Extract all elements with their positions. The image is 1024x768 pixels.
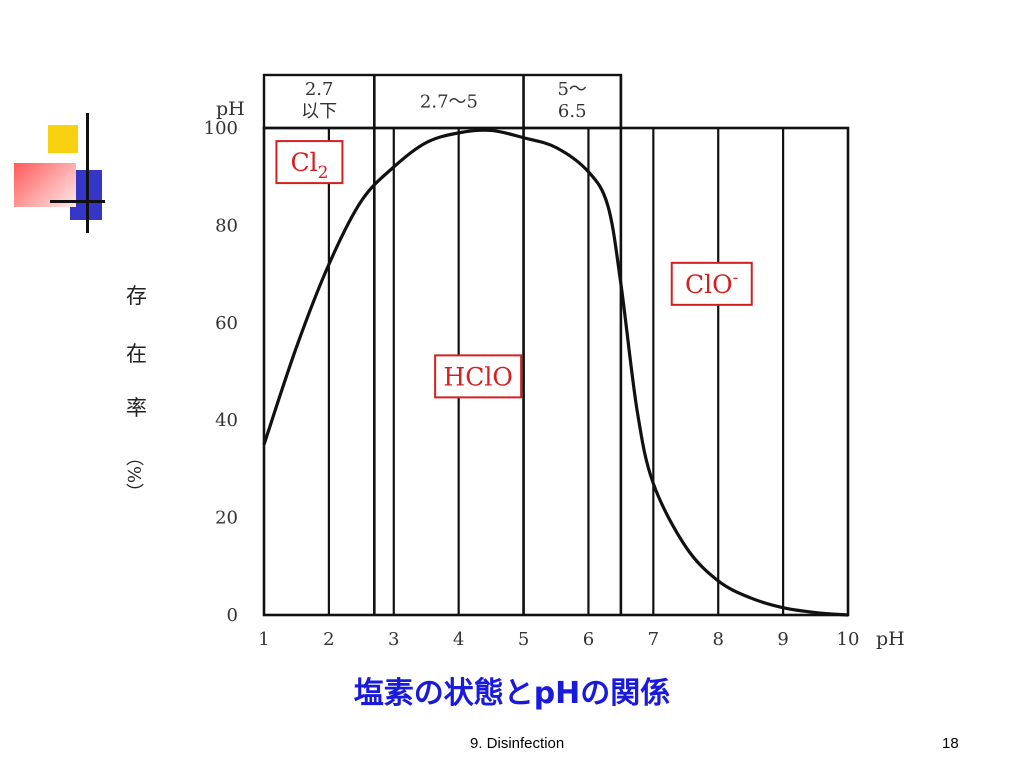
hclo-curve xyxy=(262,128,849,617)
x-tick-label: 6 xyxy=(583,629,594,650)
species-label-box xyxy=(275,140,344,185)
ph-range-header: 2.7以下 2.7～5 5～6.5 pH xyxy=(216,73,623,130)
y-axis-label-char: 率 xyxy=(126,396,147,420)
ph-range-label: 6.5 xyxy=(558,101,587,122)
species-label-text: ClO- xyxy=(685,268,738,299)
series-line xyxy=(262,128,849,617)
ph-range-label: 2.7 xyxy=(305,79,334,100)
axis-ticks: 0 20 40 60 80 100 1 2 3 4 5 6 7 8 9 10 pH xyxy=(204,118,905,650)
x-tick-label: 9 xyxy=(777,629,788,650)
species-labels: Cl2 HClO ClO- xyxy=(275,140,753,399)
species-label: ClO- xyxy=(670,261,753,306)
species-label-text: Cl2 xyxy=(290,148,328,183)
y-axis-label-char: 存 xyxy=(126,284,147,308)
plot-border xyxy=(262,126,850,617)
vertical-line xyxy=(86,113,89,233)
y-tick-label: 80 xyxy=(215,215,238,236)
y-tick-label: 100 xyxy=(204,118,238,139)
species-label-box xyxy=(434,354,523,399)
x-axis-unit: pH xyxy=(876,628,905,650)
ph-range-label: 以下 xyxy=(301,101,337,122)
y-tick-label: 20 xyxy=(215,508,238,529)
y-axis-label-char: 在 xyxy=(126,342,147,366)
species-label: Cl2 xyxy=(275,140,344,185)
header-row-label: pH xyxy=(216,98,245,120)
y-tick-label: 60 xyxy=(215,313,238,334)
y-axis-label-unit: （%） xyxy=(123,448,144,502)
species-label-box xyxy=(670,261,753,306)
x-tick-label: 5 xyxy=(518,629,529,650)
x-tick-label: 2 xyxy=(323,629,334,650)
corner-decoration xyxy=(0,105,110,235)
ph-range-label: 5～ xyxy=(557,79,586,100)
x-tick-label: 10 xyxy=(837,629,860,650)
chart: 2.7以下 2.7～5 5～6.5 pH 0 20 40 60 80 100 1 2 3 4 5 6 7 8 9 1… xyxy=(204,73,905,650)
x-tick-label: 8 xyxy=(712,629,723,650)
red-gradient-square xyxy=(14,163,76,207)
x-tick-label: 1 xyxy=(258,629,269,650)
x-tick-label: 3 xyxy=(388,629,399,650)
slide-caption: 塩素の状態とpHの関係 xyxy=(353,676,671,711)
y-tick-label: 40 xyxy=(215,410,238,431)
page-number: 18 xyxy=(942,735,959,752)
x-tick-label: 7 xyxy=(648,629,659,650)
grid-lines xyxy=(327,75,785,615)
footer-title: 9. Disinfection xyxy=(470,735,565,752)
yellow-square xyxy=(48,125,78,153)
y-tick-label: 0 xyxy=(227,605,238,626)
horizontal-line xyxy=(50,200,105,203)
species-label-text: HClO xyxy=(443,362,512,391)
plot-frame xyxy=(262,126,850,617)
species-label: HClO xyxy=(434,354,523,399)
x-tick-label: 4 xyxy=(453,629,464,650)
ph-range-label: 2.7～5 xyxy=(420,92,478,113)
